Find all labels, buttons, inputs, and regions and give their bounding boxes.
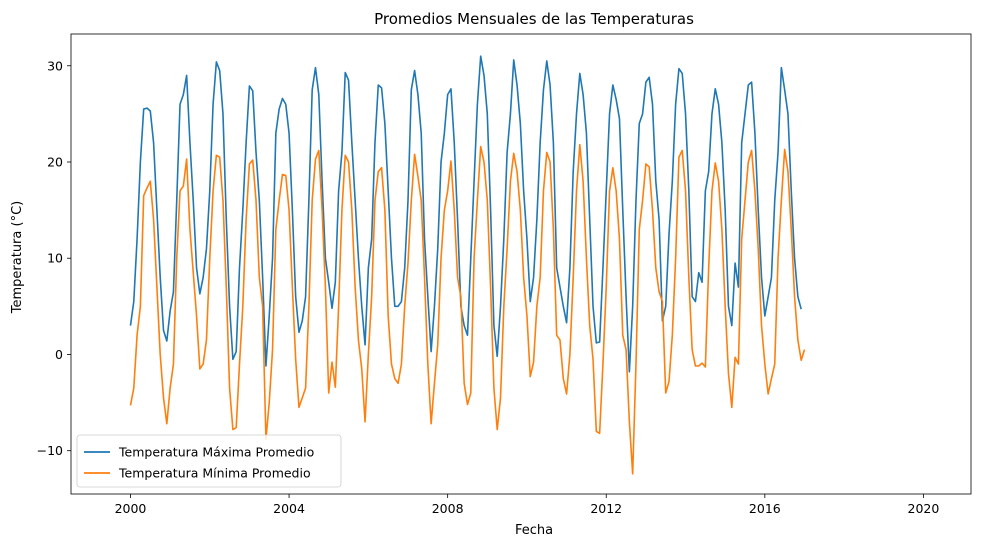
chart-title: Promedios Mensuales de las Temperaturas (374, 10, 694, 28)
legend-box (76, 434, 342, 488)
x-tick-label: 2000 (115, 501, 147, 516)
y-axis-label: Temperatura (°C) (10, 201, 25, 314)
y-tick-label: −10 (37, 443, 63, 458)
x-tick-label: 2012 (590, 501, 622, 516)
y-axis: −10 0 10 20 30 (37, 58, 71, 458)
x-tick-label: 2004 (273, 501, 305, 516)
y-tick-label: 10 (47, 251, 63, 266)
plot-area (129, 55, 806, 475)
legend-label-0: Temperatura Máxima Promedio (118, 445, 314, 460)
series-line-1 (129, 143, 806, 475)
series-line-0 (129, 55, 802, 373)
plot-frame (70, 33, 972, 495)
x-axis-label: Fecha (515, 523, 553, 538)
x-tick-label: 2008 (432, 501, 464, 516)
y-tick-label: 30 (47, 58, 63, 73)
legend-label-1: Temperatura Mínima Promedio (118, 466, 311, 481)
y-tick-label: 0 (55, 347, 63, 362)
x-tick-label: 2020 (908, 501, 940, 516)
x-tick-label: 2016 (749, 501, 781, 516)
y-tick-label: 20 (47, 154, 63, 169)
x-axis: 2000 2004 2008 2012 2016 2020 (115, 494, 940, 516)
legend: Temperatura Máxima Promedio Temperatura M… (76, 434, 342, 488)
